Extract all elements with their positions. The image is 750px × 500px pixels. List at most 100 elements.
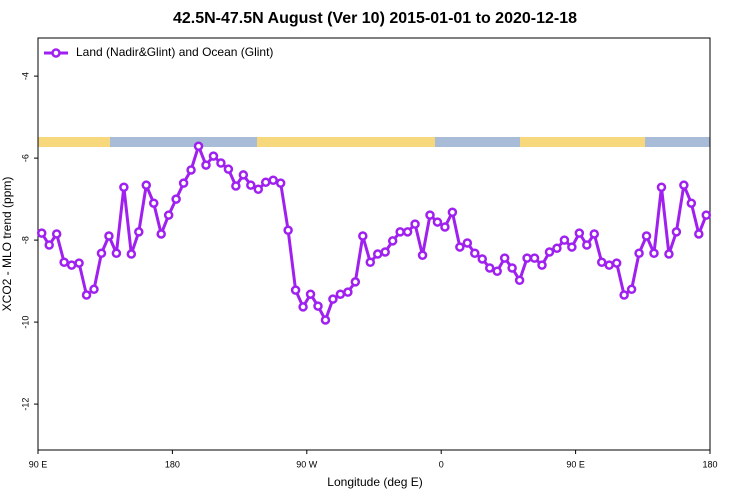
data-point xyxy=(238,170,249,180)
data-point xyxy=(701,210,712,220)
data-point xyxy=(529,253,540,263)
data-point xyxy=(641,231,652,241)
data-point xyxy=(425,210,435,220)
data-point xyxy=(679,180,689,190)
data-point xyxy=(402,227,413,237)
data-point xyxy=(567,242,577,252)
data-point xyxy=(522,253,532,263)
data-point xyxy=(574,228,585,238)
data-point xyxy=(163,210,174,220)
data-point xyxy=(447,207,458,217)
data-point xyxy=(365,257,376,267)
data-point xyxy=(544,247,555,257)
data-point xyxy=(626,284,637,295)
data-point xyxy=(686,198,697,208)
data-point xyxy=(96,248,107,258)
data-point xyxy=(440,222,450,232)
data-point xyxy=(119,182,129,192)
land-segment xyxy=(520,137,645,147)
data-point xyxy=(305,289,316,299)
data-point xyxy=(492,266,502,277)
data-point xyxy=(201,160,211,170)
data-point xyxy=(268,175,278,186)
data-point xyxy=(208,151,219,161)
data-point xyxy=(178,178,189,188)
ocean-segment xyxy=(645,137,710,147)
data-point xyxy=(507,263,517,273)
data-point xyxy=(380,247,390,257)
data-point xyxy=(81,290,92,300)
data-point xyxy=(246,180,256,190)
data-point xyxy=(462,238,473,248)
data-point xyxy=(313,301,323,311)
data-point xyxy=(350,277,361,287)
data-point xyxy=(298,302,308,312)
y-axis-label: XCO2 - MLO trend (ppm) xyxy=(0,177,14,312)
data-point xyxy=(596,257,607,267)
data-point xyxy=(223,164,234,174)
data-point xyxy=(552,243,562,254)
data-point xyxy=(193,141,204,151)
data-point xyxy=(694,229,704,239)
x-tick-label: 90 W xyxy=(296,459,318,469)
data-point xyxy=(649,248,659,258)
data-point xyxy=(671,227,682,237)
data-point xyxy=(582,240,592,250)
data-point xyxy=(290,285,301,295)
data-point xyxy=(656,182,667,192)
data-point xyxy=(387,236,398,246)
data-point xyxy=(44,240,54,250)
data-point xyxy=(156,229,166,239)
x-tick-label: 180 xyxy=(165,459,180,469)
data-point xyxy=(514,275,525,286)
data-point xyxy=(455,242,465,252)
data-point xyxy=(134,227,144,237)
data-point xyxy=(589,229,600,239)
data-point xyxy=(499,253,510,263)
data-point xyxy=(126,249,137,259)
plot-frame xyxy=(37,37,711,451)
data-point xyxy=(320,315,331,325)
data-point xyxy=(619,290,629,300)
data-point xyxy=(253,184,264,195)
data-point xyxy=(186,165,196,175)
land-ocean-strip xyxy=(38,137,710,147)
data-point xyxy=(604,260,614,270)
data-point xyxy=(372,249,383,259)
y-tick-label: -10 xyxy=(20,316,30,329)
land-segment xyxy=(257,137,435,147)
data-point xyxy=(66,260,77,270)
x-tick-label: 90 E xyxy=(566,459,585,469)
data-point xyxy=(260,177,271,188)
data-point xyxy=(559,235,570,245)
data-point xyxy=(395,227,405,237)
ocean-segment xyxy=(435,137,520,147)
data-point xyxy=(432,217,443,227)
data-point xyxy=(611,258,622,268)
y-tick-label: -6 xyxy=(20,154,30,162)
y-tick-label: -4 xyxy=(20,72,30,80)
data-point xyxy=(74,258,84,268)
y-tick-label: -12 xyxy=(20,398,30,411)
data-point xyxy=(477,254,488,264)
data-point xyxy=(664,249,674,259)
x-tick-label: 180 xyxy=(702,459,717,469)
data-point xyxy=(283,225,293,236)
data-point xyxy=(343,287,353,297)
legend-marker xyxy=(51,48,61,58)
data-point xyxy=(104,231,114,241)
data-point xyxy=(328,294,338,304)
data-point xyxy=(634,248,644,258)
data-point xyxy=(171,194,181,204)
data-point xyxy=(410,219,420,229)
data-point xyxy=(537,260,547,270)
x-axis-label: Longitude (deg E) xyxy=(327,475,422,489)
data-point xyxy=(141,180,152,190)
data-point xyxy=(358,231,368,241)
chart-title: 42.5N-47.5N August (Ver 10) 2015-01-01 t… xyxy=(173,10,577,27)
x-tick-label: 0 xyxy=(439,459,444,469)
y-tick-label: -8 xyxy=(20,236,30,244)
data-point xyxy=(470,248,480,258)
data-point xyxy=(231,181,241,191)
